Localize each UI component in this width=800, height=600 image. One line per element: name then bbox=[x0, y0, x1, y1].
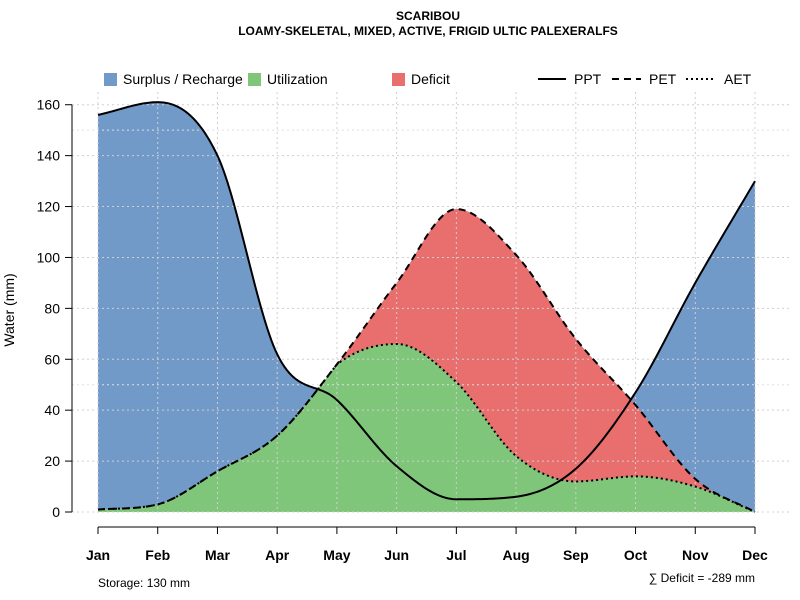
y-axis: 0 20 40 60 80 100 120 140 160 bbox=[37, 97, 73, 520]
legend-label-surplus: Surplus / Recharge bbox=[123, 71, 243, 87]
x-tick-label: Sep bbox=[563, 547, 589, 563]
x-tick-label: Mar bbox=[205, 547, 230, 563]
series-line-ppt bbox=[97, 101, 756, 501]
y-tick-label: 0 bbox=[52, 504, 60, 520]
x-tick-label: Apr bbox=[265, 547, 290, 563]
x-tick-label: Feb bbox=[145, 547, 170, 563]
y-tick-label: 20 bbox=[44, 453, 60, 469]
x-tick-label: Dec bbox=[742, 547, 768, 563]
legend-label-pet: PET bbox=[649, 71, 677, 87]
legend-swatch-utilization bbox=[248, 73, 261, 86]
legend-label-deficit: Deficit bbox=[411, 71, 450, 87]
x-tick-label: Jan bbox=[86, 547, 110, 563]
legend-label-ppt: PPT bbox=[574, 71, 602, 87]
area-fills bbox=[98, 102, 755, 513]
x-tick-label: May bbox=[323, 547, 350, 563]
grid-lines bbox=[72, 92, 790, 513]
legend-label-aet: AET bbox=[724, 71, 752, 87]
legend-swatch-surplus bbox=[104, 73, 117, 86]
deficit-area bbox=[98, 209, 755, 512]
x-axis: Jan Feb Mar Apr May Jun Jul Aug Sep Oct Nov Dec bbox=[86, 526, 768, 563]
y-tick-label: 80 bbox=[44, 300, 60, 316]
series-line-aet bbox=[97, 342, 756, 513]
y-tick-label: 160 bbox=[37, 97, 61, 113]
series-line-pet bbox=[97, 208, 756, 513]
x-tick-label: Aug bbox=[502, 547, 529, 563]
y-axis-label: Water (mm) bbox=[1, 273, 17, 346]
x-tick-label: Nov bbox=[682, 547, 709, 563]
y-tick-label: 140 bbox=[37, 148, 61, 164]
y-tick-label: 40 bbox=[44, 402, 60, 418]
y-tick-label: 120 bbox=[37, 199, 61, 215]
y-tick-label: 100 bbox=[37, 249, 61, 265]
chart-title: SCARIBOU bbox=[396, 9, 460, 23]
legend-swatch-deficit bbox=[392, 73, 405, 86]
utilization-area bbox=[98, 344, 755, 512]
legend-label-utilization: Utilization bbox=[267, 71, 328, 87]
y-tick-label: 60 bbox=[44, 351, 60, 367]
x-tick-label: Jul bbox=[446, 547, 466, 563]
x-tick-label: Jun bbox=[384, 547, 409, 563]
storage-label: Storage: 130 mm bbox=[98, 576, 190, 590]
chart-subtitle: LOAMY-SKELETAL, MIXED, ACTIVE, FRIGID UL… bbox=[238, 24, 618, 38]
deficit-total-label: ∑ Deficit = -289 mm bbox=[649, 571, 755, 585]
series-lines bbox=[97, 101, 756, 513]
x-tick-label: Oct bbox=[624, 547, 648, 563]
legend: Surplus / Recharge Utilization Deficit P… bbox=[104, 71, 752, 87]
